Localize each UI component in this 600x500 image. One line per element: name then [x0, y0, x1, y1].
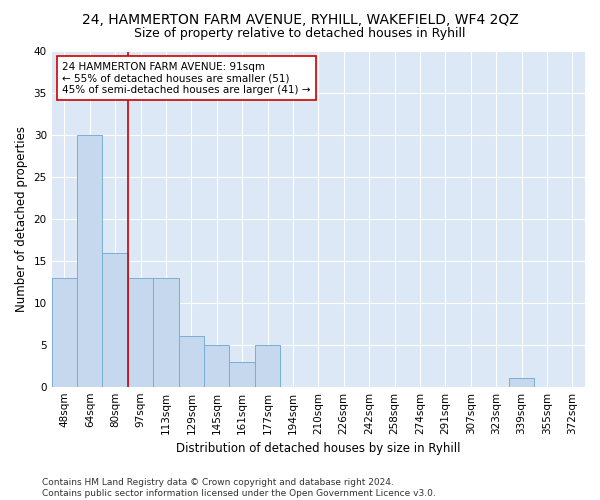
- Text: Size of property relative to detached houses in Ryhill: Size of property relative to detached ho…: [134, 28, 466, 40]
- Bar: [128, 278, 153, 386]
- Bar: [179, 336, 204, 386]
- Text: 24 HAMMERTON FARM AVENUE: 91sqm
← 55% of detached houses are smaller (51)
45% of: 24 HAMMERTON FARM AVENUE: 91sqm ← 55% of…: [62, 62, 311, 95]
- Bar: [103, 252, 128, 386]
- Bar: [153, 278, 179, 386]
- Bar: [77, 136, 103, 386]
- Bar: [509, 378, 534, 386]
- Y-axis label: Number of detached properties: Number of detached properties: [15, 126, 28, 312]
- Bar: [204, 345, 229, 387]
- Text: 24, HAMMERTON FARM AVENUE, RYHILL, WAKEFIELD, WF4 2QZ: 24, HAMMERTON FARM AVENUE, RYHILL, WAKEF…: [82, 12, 518, 26]
- Text: Contains HM Land Registry data © Crown copyright and database right 2024.
Contai: Contains HM Land Registry data © Crown c…: [42, 478, 436, 498]
- Bar: [52, 278, 77, 386]
- X-axis label: Distribution of detached houses by size in Ryhill: Distribution of detached houses by size …: [176, 442, 461, 455]
- Bar: [229, 362, 255, 386]
- Bar: [255, 345, 280, 387]
